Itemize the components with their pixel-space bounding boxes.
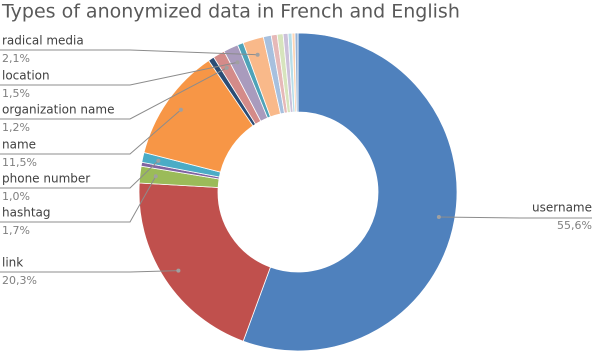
value-label: 2,1% (2, 52, 30, 65)
donut-slice (294, 32, 299, 113)
leader-line (0, 176, 157, 223)
leader-dot (178, 107, 183, 112)
slice-label: hashtag (2, 206, 51, 220)
leader-line (0, 270, 179, 273)
donut-slice (138, 182, 271, 342)
leader-dot (235, 60, 240, 65)
chart-title: Types of anonymized data in French and E… (1, 1, 460, 23)
slice-label: link (2, 256, 23, 270)
leader-line (0, 109, 182, 155)
value-label: 1,7% (2, 224, 30, 237)
leader-dot (153, 174, 158, 179)
leader-dot (156, 158, 161, 163)
leader-dot (176, 268, 181, 273)
leader-line (0, 160, 159, 189)
leader-line (0, 49, 258, 56)
value-label: 1,0% (2, 190, 30, 203)
leader-line (0, 61, 238, 86)
value-label: 20,3% (2, 274, 37, 287)
slice-label: location (2, 69, 50, 83)
value-label: 1,5% (2, 87, 30, 100)
leader-line (0, 67, 227, 120)
leader-dot (224, 65, 229, 70)
slice-label: name (2, 138, 36, 152)
slice-label: radical media (2, 34, 84, 48)
value-label: 55,6% (557, 219, 592, 232)
slice-label: username (532, 201, 592, 215)
slice-label: organization name (2, 103, 114, 117)
value-label: 1,2% (2, 121, 30, 134)
leader-dot (255, 52, 260, 57)
slice-label: phone number (2, 172, 90, 186)
leader-dot (436, 215, 441, 220)
leader-line (438, 216, 592, 219)
donut-slice (242, 32, 458, 352)
value-label: 11,5% (2, 156, 37, 169)
